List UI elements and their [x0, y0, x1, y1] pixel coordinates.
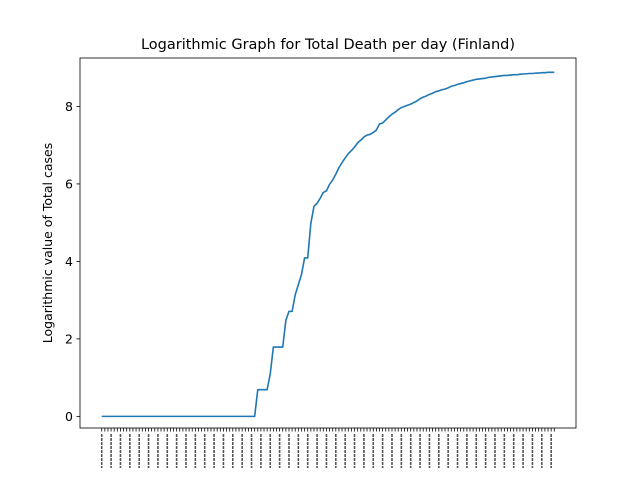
plot-frame: [79, 57, 577, 429]
x-axis-ticks: [100, 428, 555, 468]
plot-lines: [101, 71, 555, 418]
y-tick-label: 2: [65, 331, 73, 346]
chart-title: Logarithmic Graph for Total Death per da…: [141, 37, 515, 53]
y-axis-label: Logarithmic value of Total cases: [40, 143, 55, 343]
y-tick-label: 6: [65, 176, 73, 191]
y-tick-label: 4: [65, 254, 73, 269]
y-axis-ticks: 0 2 4 6 8: [65, 99, 80, 424]
y-tick-label: 8: [65, 99, 73, 114]
series-line-total-deaths: [101, 71, 555, 418]
y-tick-label: 0: [65, 409, 73, 424]
